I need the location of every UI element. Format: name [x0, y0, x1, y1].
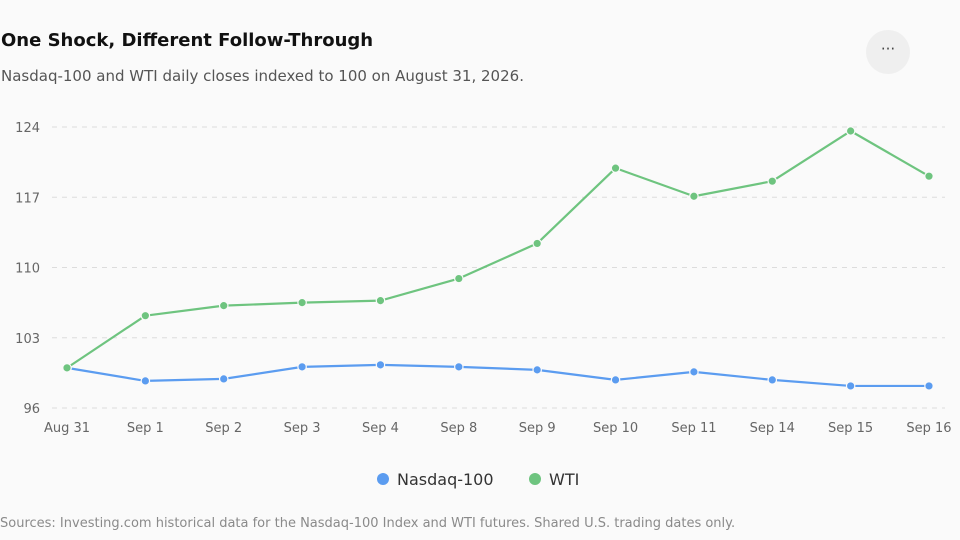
- legend-label: WTI: [549, 470, 579, 489]
- data-point: [375, 295, 386, 306]
- data-point: [689, 367, 699, 377]
- x-tick-label: Sep 2: [205, 421, 242, 436]
- legend-label: Nasdaq-100: [397, 470, 494, 489]
- x-tick-label: Sep 3: [284, 421, 321, 436]
- data-point: [610, 163, 621, 173]
- data-point: [689, 191, 699, 202]
- data-point: [454, 273, 464, 284]
- legend-marker: [529, 473, 541, 485]
- x-tick-label: Sep 15: [828, 421, 873, 436]
- chart-title: One Shock, Different Follow-Through: [1, 30, 374, 51]
- data-point: [454, 362, 464, 372]
- data-point: [140, 310, 151, 321]
- series-line: [65, 363, 931, 388]
- data-point: [845, 126, 856, 136]
- x-tick-label: Sep 16: [906, 421, 951, 436]
- data-point: [767, 375, 778, 385]
- y-tick-label: 96: [23, 402, 40, 417]
- line-chart: 96 103 110 117 124 Aug 31 Sep 1 Sep 2 Sep 3 Sep 4…: [15, 121, 951, 489]
- chart-menu-button[interactable]: ···: [866, 30, 910, 74]
- data-point: [297, 297, 307, 308]
- y-tick-label: 124: [15, 121, 40, 136]
- x-tick-label: Aug 31: [44, 421, 90, 436]
- x-tick-label: Sep 1: [127, 421, 164, 436]
- y-tick-label: 103: [15, 332, 40, 347]
- data-point: [924, 381, 934, 391]
- data-point: [375, 360, 386, 370]
- x-tick-label: Sep 11: [671, 421, 716, 436]
- data-point: [218, 374, 229, 384]
- x-tick-label: Sep 8: [440, 421, 477, 436]
- data-point: [297, 362, 307, 372]
- data-point: [532, 238, 542, 249]
- legend-marker: [377, 473, 389, 485]
- series-line: [65, 129, 931, 369]
- chart-subtitle: Nasdaq-100 and WTI daily closes indexed …: [1, 67, 524, 85]
- more-horizontal-icon: ···: [880, 39, 896, 58]
- data-point: [845, 381, 856, 391]
- x-tick-label: Sep 4: [362, 421, 399, 436]
- x-tick-label: Sep 14: [750, 421, 795, 436]
- data-point: [767, 176, 778, 186]
- source-note: Sources: Investing.com historical data f…: [0, 516, 736, 531]
- data-point: [62, 363, 72, 373]
- data-point: [140, 376, 151, 386]
- data-point: [924, 171, 934, 181]
- y-tick-label: 117: [15, 191, 40, 206]
- data-point: [218, 300, 229, 311]
- data-point: [532, 365, 542, 375]
- x-tick-label: Sep 10: [593, 421, 638, 436]
- x-tick-label: Sep 9: [519, 421, 556, 436]
- y-tick-label: 110: [15, 262, 40, 277]
- data-point: [610, 375, 621, 385]
